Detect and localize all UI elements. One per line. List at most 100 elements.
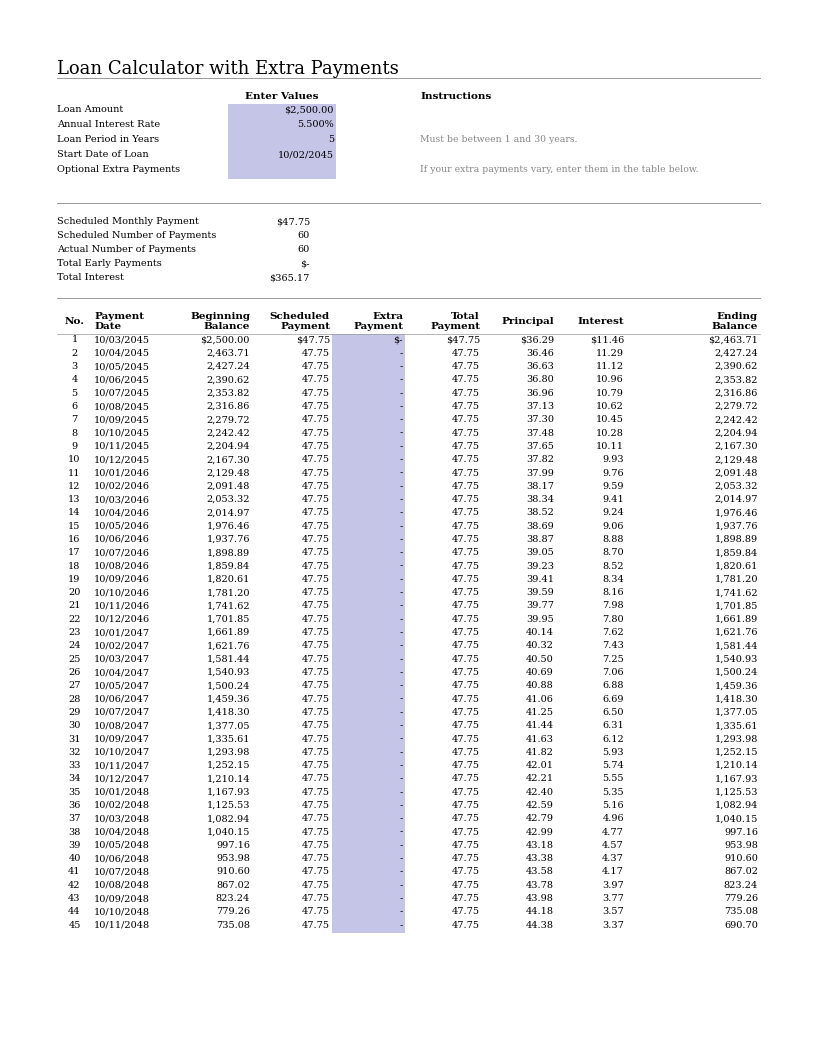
Text: 36: 36 — [69, 801, 81, 810]
Text: 10.11: 10.11 — [596, 442, 624, 451]
Text: -: - — [400, 761, 403, 771]
Text: Loan Calculator with Extra Payments: Loan Calculator with Extra Payments — [57, 60, 399, 78]
Text: 2,129.48: 2,129.48 — [715, 456, 758, 464]
Text: 47.75: 47.75 — [452, 508, 480, 517]
Text: 3.57: 3.57 — [602, 907, 624, 916]
Text: 47.75: 47.75 — [302, 522, 330, 531]
Text: 42.21: 42.21 — [526, 775, 554, 783]
Text: 47.75: 47.75 — [302, 575, 330, 583]
Text: 9: 9 — [71, 442, 78, 451]
Text: -: - — [400, 363, 403, 371]
Text: Annual Interest Rate: Annual Interest Rate — [57, 120, 160, 129]
Text: 2,316.86: 2,316.86 — [715, 389, 758, 397]
Text: 9.59: 9.59 — [602, 482, 624, 490]
Text: -: - — [400, 495, 403, 504]
Text: 10/08/2047: 10/08/2047 — [94, 721, 150, 730]
Text: 38.69: 38.69 — [526, 522, 554, 531]
Text: 9.76: 9.76 — [602, 468, 624, 478]
Text: 1,377.05: 1,377.05 — [207, 721, 250, 730]
Text: 10/02/2048: 10/02/2048 — [94, 801, 150, 810]
Text: 5.55: 5.55 — [602, 775, 624, 783]
Text: 47.75: 47.75 — [302, 854, 330, 864]
Text: Interest: Interest — [578, 317, 624, 326]
Text: 47.75: 47.75 — [452, 735, 480, 743]
Text: 47.75: 47.75 — [302, 787, 330, 797]
Text: -: - — [400, 575, 403, 583]
Text: 47.75: 47.75 — [302, 601, 330, 611]
Text: 6.12: 6.12 — [602, 735, 624, 743]
Text: 47.75: 47.75 — [302, 456, 330, 464]
Text: 4.96: 4.96 — [602, 814, 624, 823]
Text: 2,242.42: 2,242.42 — [714, 415, 758, 424]
Text: 33: 33 — [69, 761, 81, 771]
Text: 9.93: 9.93 — [602, 456, 624, 464]
Text: 47.75: 47.75 — [452, 761, 480, 771]
Text: Ending: Ending — [717, 312, 758, 321]
Bar — [228, 164, 336, 179]
Text: Total Interest: Total Interest — [57, 273, 124, 282]
Text: Start Date of Loan: Start Date of Loan — [57, 150, 149, 159]
Text: 10/03/2047: 10/03/2047 — [94, 654, 150, 664]
Text: 47.75: 47.75 — [302, 694, 330, 704]
Text: -: - — [400, 561, 403, 571]
Bar — [228, 119, 336, 134]
Text: 47.75: 47.75 — [452, 495, 480, 504]
Text: 823.24: 823.24 — [724, 880, 758, 890]
Text: 13: 13 — [69, 495, 81, 504]
Text: 10/03/2048: 10/03/2048 — [94, 814, 150, 823]
Text: 36.46: 36.46 — [526, 349, 554, 358]
Text: -: - — [400, 801, 403, 810]
Text: No.: No. — [65, 317, 84, 326]
Text: 2,091.48: 2,091.48 — [207, 482, 250, 490]
Text: 47.75: 47.75 — [452, 415, 480, 424]
Text: 10.45: 10.45 — [596, 415, 624, 424]
Text: -: - — [400, 508, 403, 517]
Text: 10/02/2047: 10/02/2047 — [94, 642, 150, 650]
Text: 10.79: 10.79 — [596, 389, 624, 397]
Text: Scheduled Number of Payments: Scheduled Number of Payments — [57, 231, 217, 240]
Text: 47.75: 47.75 — [302, 363, 330, 371]
Text: 2,427.24: 2,427.24 — [206, 363, 250, 371]
Text: 47.75: 47.75 — [302, 615, 330, 624]
Text: 910.60: 910.60 — [724, 854, 758, 864]
Text: 36.63: 36.63 — [526, 363, 554, 371]
Text: 10/10/2046: 10/10/2046 — [94, 588, 150, 597]
Text: $11.46: $11.46 — [590, 335, 624, 345]
Text: 8.16: 8.16 — [602, 588, 624, 597]
Text: 6.69: 6.69 — [602, 694, 624, 704]
Text: 47.75: 47.75 — [452, 349, 480, 358]
Text: 42: 42 — [69, 880, 81, 890]
Text: 27: 27 — [69, 682, 81, 690]
Text: 2,053.32: 2,053.32 — [207, 495, 250, 504]
Text: $2,500.00: $2,500.00 — [284, 105, 334, 114]
Text: 60: 60 — [297, 231, 310, 240]
Text: 42.59: 42.59 — [526, 801, 554, 810]
Text: 10/07/2047: 10/07/2047 — [94, 708, 150, 717]
Text: 16: 16 — [69, 535, 81, 544]
Text: 2,390.62: 2,390.62 — [207, 375, 250, 385]
Text: 10/05/2048: 10/05/2048 — [94, 841, 150, 850]
Text: -: - — [400, 735, 403, 743]
Text: 43.78: 43.78 — [526, 880, 554, 890]
Text: 47.75: 47.75 — [452, 575, 480, 583]
Text: Extra: Extra — [372, 312, 403, 321]
Text: -: - — [400, 468, 403, 478]
Text: 1,293.98: 1,293.98 — [715, 735, 758, 743]
Text: 47.75: 47.75 — [302, 775, 330, 783]
Text: -: - — [400, 708, 403, 717]
Text: -: - — [400, 854, 403, 864]
Text: 47.75: 47.75 — [452, 456, 480, 464]
Text: 10/04/2046: 10/04/2046 — [94, 508, 150, 517]
Text: 47.75: 47.75 — [452, 588, 480, 597]
Text: 8.52: 8.52 — [602, 561, 624, 571]
Text: 41: 41 — [69, 868, 81, 876]
Text: 10/06/2046: 10/06/2046 — [94, 535, 150, 544]
Text: 1,937.76: 1,937.76 — [715, 522, 758, 531]
Text: 10/06/2045: 10/06/2045 — [94, 375, 150, 385]
Text: Principal: Principal — [502, 317, 554, 326]
Text: 17: 17 — [69, 549, 81, 557]
Text: 1,125.53: 1,125.53 — [207, 801, 250, 810]
Text: 47.75: 47.75 — [302, 868, 330, 876]
Text: 47.75: 47.75 — [452, 601, 480, 611]
Text: -: - — [400, 668, 403, 676]
